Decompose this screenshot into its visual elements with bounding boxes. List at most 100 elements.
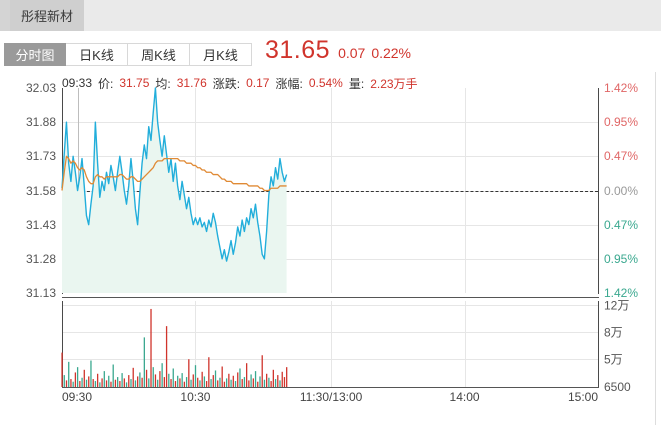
volume-bar [185, 377, 188, 387]
price-axis-label: 31.58 [25, 183, 56, 198]
volume-bar [266, 373, 268, 387]
prev-close-line [62, 190, 598, 192]
volume-bar [188, 359, 190, 387]
percent-axis-label: 0.00% [604, 183, 639, 198]
percent-axis-label: 1.42% [604, 81, 639, 95]
panel-separator [62, 297, 599, 298]
volume-bar [203, 376, 206, 387]
time-gridline-volume [331, 301, 333, 387]
stock-tab-label: 彤程新材 [20, 9, 73, 24]
infobar-volume-label: 量: [348, 76, 365, 91]
volume-gridline [62, 305, 598, 307]
infobar-change-label: 涨跌: [212, 76, 241, 91]
tab-timeshare[interactable]: 分时图 [4, 43, 66, 66]
volume-bar [281, 371, 283, 387]
price-gridline [62, 156, 598, 158]
chart-mode-tabs: 分时图 日K线 周K线 月K线 [4, 43, 252, 66]
volume-bar [70, 379, 72, 387]
time-axis-label: 09:30 [62, 390, 93, 404]
average-line [61, 155, 287, 192]
percent-axis-label: 0.95% [604, 115, 639, 130]
infobar-avg-label: 均: [155, 76, 171, 91]
volume-bar [90, 360, 92, 387]
timeshare-chart[interactable]: 09:33 价: 31.75 均: 31.76 涨跌: 0.17 涨幅: 0.5… [0, 72, 661, 425]
quote-change: 0.07 [338, 45, 366, 61]
time-axis-label: 15:00 [567, 390, 598, 404]
volume-bar [272, 369, 274, 387]
volume-bar [81, 377, 83, 387]
volume-bar [243, 377, 246, 387]
quote-change-percent: 0.22% [371, 45, 412, 61]
price-axis-label: 31.13 [25, 286, 56, 300]
volume-bar [88, 376, 90, 387]
volume-bar [63, 375, 65, 387]
volume-bar [277, 375, 279, 387]
volume-bar [197, 377, 199, 387]
chart-toolbar: 分时图 日K线 周K线 月K线 31.65 0.07 0.22% [0, 31, 661, 72]
volume-bar [65, 380, 68, 387]
volume-bar [234, 381, 237, 387]
volume-bar [190, 379, 192, 387]
volume-bar [96, 373, 99, 387]
percent-axis-label: 0.47% [604, 217, 639, 232]
infobar-price-label: 价: [98, 76, 114, 91]
volume-bar [212, 375, 214, 387]
price-line [61, 87, 288, 262]
volume-bar [241, 379, 243, 387]
volume-bar [286, 367, 288, 387]
volume-bar [223, 381, 226, 387]
tab-daily-k[interactable]: 日K线 [66, 43, 128, 66]
volume-bar [159, 371, 161, 387]
volume-axis-right [598, 301, 599, 388]
volume-bar [170, 379, 172, 387]
volume-bar [134, 380, 137, 387]
volume-bar [145, 369, 148, 387]
volume-bar [128, 375, 130, 387]
volume-bar [72, 381, 74, 387]
volume-bar [85, 379, 88, 387]
volume-bar [219, 377, 221, 387]
volume-bar [61, 352, 63, 387]
volume-bar [217, 380, 219, 387]
volume-bar [228, 373, 230, 387]
window-tabstrip: 彤程新材 [0, 0, 661, 31]
volume-bar [201, 371, 203, 387]
volume-bar [232, 375, 234, 387]
volume-bar [94, 381, 97, 387]
volume-bar [239, 368, 241, 387]
volume-bar [114, 379, 117, 387]
price-gridline [62, 122, 598, 124]
volume-bar [221, 366, 223, 387]
price-gridline [62, 224, 598, 226]
time-axis-label: 14:00 [449, 390, 480, 404]
volume-bar [139, 372, 141, 387]
volume-bar [68, 361, 70, 387]
volume-bar [250, 374, 252, 387]
price-axis-label: 31.28 [25, 251, 56, 266]
volume-bar [112, 364, 114, 387]
volume-bar [183, 381, 186, 387]
volume-bar [245, 363, 248, 387]
volume-bar [237, 372, 239, 387]
volume-bar [92, 379, 94, 387]
price-area-fill [62, 88, 287, 293]
stock-tab[interactable]: 彤程新材 [10, 0, 85, 31]
infobar-volume-value: 2.23万手 [370, 76, 418, 91]
volume-bar [83, 369, 85, 387]
tab-monthly-k-label: 月K线 [203, 48, 238, 63]
volume-bar [150, 308, 152, 387]
infobar-price-value: 31.75 [119, 76, 150, 90]
tab-monthly-k[interactable]: 月K线 [190, 43, 252, 66]
volume-bar [132, 367, 134, 387]
volume-bar [137, 376, 139, 387]
volume-bar [210, 379, 212, 387]
tab-weekly-k[interactable]: 周K线 [128, 43, 190, 66]
volume-bar [99, 382, 101, 387]
tab-timeshare-label: 分时图 [15, 48, 55, 63]
price-axis-right [598, 88, 599, 294]
price-axis-label: 31.73 [25, 149, 56, 164]
volume-bar [270, 381, 272, 387]
volume-bar [274, 379, 277, 387]
percent-axis-label: 0.95% [604, 251, 639, 266]
